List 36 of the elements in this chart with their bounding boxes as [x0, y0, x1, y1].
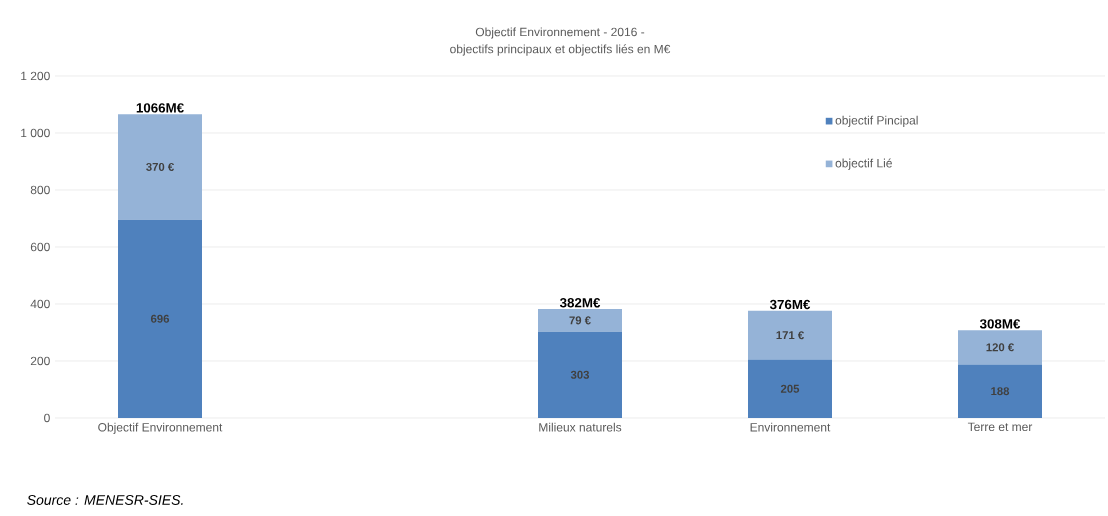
- y-tick-label: 200: [30, 356, 50, 366]
- total-label: 382M€: [559, 298, 601, 308]
- chart-title: Objectif Environnement - 2016 -: [475, 27, 645, 39]
- bar: [538, 331, 622, 418]
- chart-subtitle: objectifs principaux et objectifs liés en M€: [450, 44, 671, 56]
- bar: [958, 330, 1042, 365]
- bar: [748, 359, 832, 418]
- y-tick-label: 1 200: [21, 71, 50, 81]
- x-tick-label: Terre et mer: [967, 422, 1033, 432]
- legend-label: objectif Lié: [835, 158, 892, 170]
- data-label: 171 €: [776, 331, 804, 340]
- data-label: 120 €: [986, 343, 1014, 352]
- data-label: 303: [570, 370, 590, 379]
- data-label: 205: [780, 384, 800, 393]
- y-tick-label: 800: [30, 185, 50, 195]
- bar: [118, 114, 202, 220]
- data-label: 188: [991, 387, 1010, 396]
- legend-label: objectif Pincipal: [835, 115, 918, 127]
- x-tick-label: Environnement: [750, 422, 831, 432]
- y-tick-label: 0: [44, 413, 50, 423]
- total-label: 308M€: [979, 319, 1021, 329]
- data-label: 370 €: [146, 162, 174, 171]
- x-tick-label: Objectif Environnement: [98, 422, 223, 434]
- y-tick-label: 600: [30, 242, 50, 252]
- bar: [538, 309, 622, 332]
- bar: [958, 364, 1042, 418]
- total-label: 1066M€: [136, 103, 184, 113]
- bar: [118, 219, 202, 418]
- y-tick-label: 400: [30, 299, 50, 309]
- bar: [748, 310, 832, 360]
- data-label: 696: [150, 314, 170, 323]
- x-tick-label: Milieux naturels: [539, 422, 622, 432]
- y-tick-label: 1 000: [21, 128, 50, 138]
- data-label: 79 €: [569, 316, 591, 325]
- total-label: 376M€: [769, 299, 811, 310]
- source-note: Source : MENESR-SIES.: [27, 495, 183, 505]
